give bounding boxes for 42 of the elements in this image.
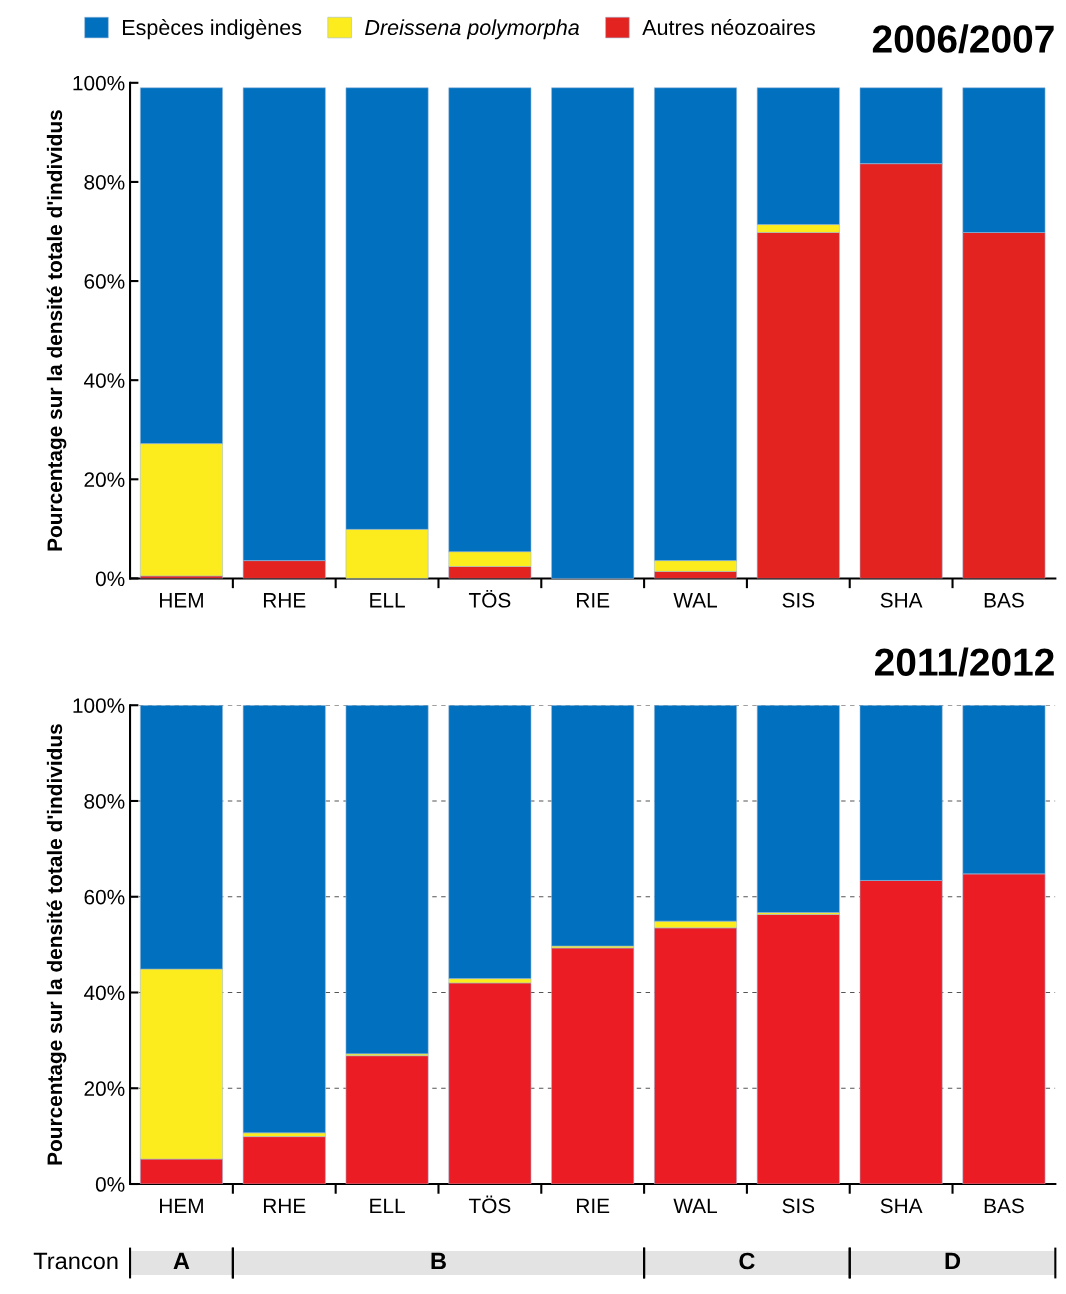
x-tick-label: RHE: [263, 593, 306, 608]
x-tick-label: TÖS: [468, 589, 511, 608]
x-tick-label: RIE: [577, 593, 610, 608]
y-tick-label: 60%: [84, 889, 125, 905]
x-tick-label: RIE: [577, 1198, 610, 1213]
x-tick-label: RHE: [263, 1198, 306, 1213]
text: Trancon: [33, 1252, 118, 1270]
y-tick-label: 20%: [84, 472, 125, 488]
x-tick-label: BAS: [984, 1198, 1024, 1214]
x-tick-label: WAL: [673, 593, 717, 608]
x-tick-label: ELL: [370, 1198, 405, 1213]
legend-label: Dreissena polymorpha: [365, 19, 580, 40]
chart-title: 2006/2007: [872, 24, 1054, 54]
y-tick-label: 0%: [95, 1177, 125, 1192]
x-tick-label: WAL: [673, 1198, 717, 1213]
x-tick-label: SHA: [880, 1198, 923, 1214]
x-tick-label: ELL: [370, 593, 405, 608]
x-tick-label: SIS: [782, 592, 815, 608]
x-tick-label: TÖS: [468, 1195, 511, 1214]
y-tick-label: 80%: [84, 174, 125, 190]
y-tick-label: 100%: [73, 698, 125, 713]
y-tick-label: 100%: [73, 75, 125, 91]
y-tick-label: 0%: [95, 571, 125, 587]
y-tick-label: 40%: [83, 373, 125, 388]
x-tick-label: BAS: [984, 592, 1024, 608]
text: C: [739, 1252, 755, 1270]
chart-title: 2011/2012: [875, 647, 1054, 677]
text: D: [945, 1252, 961, 1270]
x-tick-label: SHA: [880, 592, 923, 608]
x-tick-label: SIS: [782, 1198, 815, 1214]
y-axis-title: Pourcentage sur la densité totale d'individus: [46, 724, 67, 1165]
y-tick-label: 20%: [84, 1081, 125, 1097]
y-tick-label: 40%: [83, 985, 125, 1001]
y-tick-label: 60%: [84, 274, 125, 289]
text: B: [431, 1252, 446, 1270]
legend-label: Espèces indigènes: [123, 19, 302, 40]
legend-label: Autres néozoaires: [642, 19, 815, 36]
x-tick-label: HEM: [160, 1198, 203, 1213]
y-axis-title: Pourcentage sur la densité totale d'individus: [46, 110, 67, 551]
y-tick-label: 80%: [84, 793, 125, 809]
text: A: [173, 1252, 190, 1270]
x-tick-label: HEM: [160, 593, 203, 608]
